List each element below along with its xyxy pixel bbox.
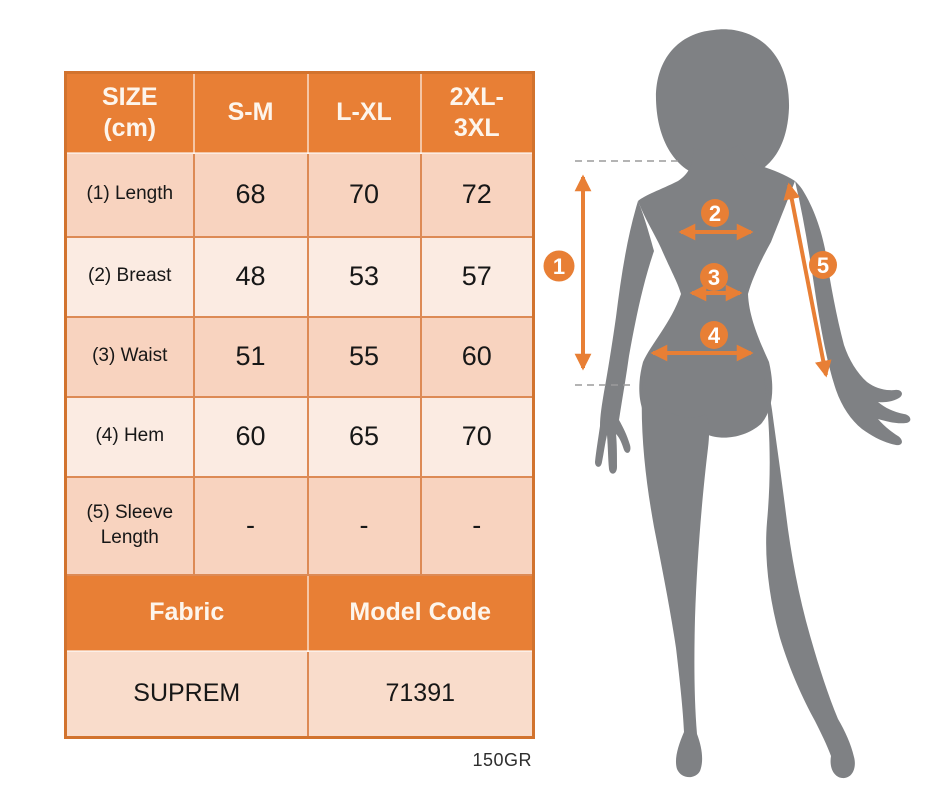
col-header-s-m: S-M xyxy=(192,71,309,154)
measure-label: (3) Waist xyxy=(64,315,195,398)
table-row-sleeve-length: (5) Sleeve Length - - - xyxy=(64,475,535,576)
model-code-header: Model Code xyxy=(306,573,535,652)
weight-note: 150GR xyxy=(472,750,532,770)
size-table: SIZE (cm) S-M L-XL 2XL- 3XL (1) Length 6… xyxy=(64,71,535,739)
measure-value: 70 xyxy=(419,395,535,478)
silhouette-svg: 1 2 3 4 5 xyxy=(543,29,911,779)
measure-label: (2) Breast xyxy=(64,235,195,318)
measure-value: - xyxy=(419,475,535,576)
body-measurement-figure: 1 2 3 4 5 xyxy=(542,0,952,801)
svg-text:5: 5 xyxy=(817,253,829,278)
measure-value: 51 xyxy=(192,315,309,398)
measure-value: 65 xyxy=(306,395,422,478)
measure-value: 55 xyxy=(306,315,422,398)
measure-label: (4) Hem xyxy=(64,395,195,478)
marker-1: 1 xyxy=(543,250,575,282)
fabric-header: Fabric xyxy=(64,573,309,652)
table-row-hem: (4) Hem 60 65 70 xyxy=(64,395,535,478)
table-row-length: (1) Length 68 70 72 xyxy=(64,151,535,238)
measure-value: 60 xyxy=(192,395,309,478)
svg-text:1: 1 xyxy=(553,254,565,279)
model-code-value: 71391 xyxy=(306,649,535,739)
svg-text:2: 2 xyxy=(709,201,721,226)
marker-5: 5 xyxy=(809,251,837,279)
sleeve-arrow xyxy=(783,182,832,378)
svg-text:4: 4 xyxy=(708,323,721,348)
measure-value: 53 xyxy=(306,235,422,318)
size-header-row: SIZE (cm) S-M L-XL 2XL- 3XL xyxy=(64,71,535,154)
fabric-value: SUPREM xyxy=(64,649,309,739)
size-unit-header: SIZE (cm) xyxy=(64,71,195,154)
measure-arrows xyxy=(574,174,832,378)
table-row-waist: (3) Waist 51 55 60 xyxy=(64,315,535,398)
marker-2: 2 xyxy=(701,199,729,227)
measure-value: 60 xyxy=(419,315,535,398)
info-header-row: Fabric Model Code xyxy=(64,573,535,652)
measure-value: 70 xyxy=(306,151,422,238)
measure-value: 57 xyxy=(419,235,535,318)
female-silhouette-icon xyxy=(595,29,911,779)
info-value-row: SUPREM 71391 xyxy=(64,649,535,739)
measure-label: (5) Sleeve Length xyxy=(64,475,195,576)
marker-3: 3 xyxy=(700,263,728,291)
measure-label: (1) Length xyxy=(64,151,195,238)
measure-value: - xyxy=(192,475,309,576)
measure-markers: 1 2 3 4 5 xyxy=(543,199,837,349)
measure-value: 72 xyxy=(419,151,535,238)
col-header-2xl-3xl: 2XL- 3XL xyxy=(419,71,535,154)
svg-text:3: 3 xyxy=(708,265,720,290)
col-header-l-xl: L-XL xyxy=(306,71,422,154)
marker-4: 4 xyxy=(700,321,728,349)
measure-value: 68 xyxy=(192,151,309,238)
measure-value: 48 xyxy=(192,235,309,318)
table-row-breast: (2) Breast 48 53 57 xyxy=(64,235,535,318)
measure-value: - xyxy=(306,475,422,576)
